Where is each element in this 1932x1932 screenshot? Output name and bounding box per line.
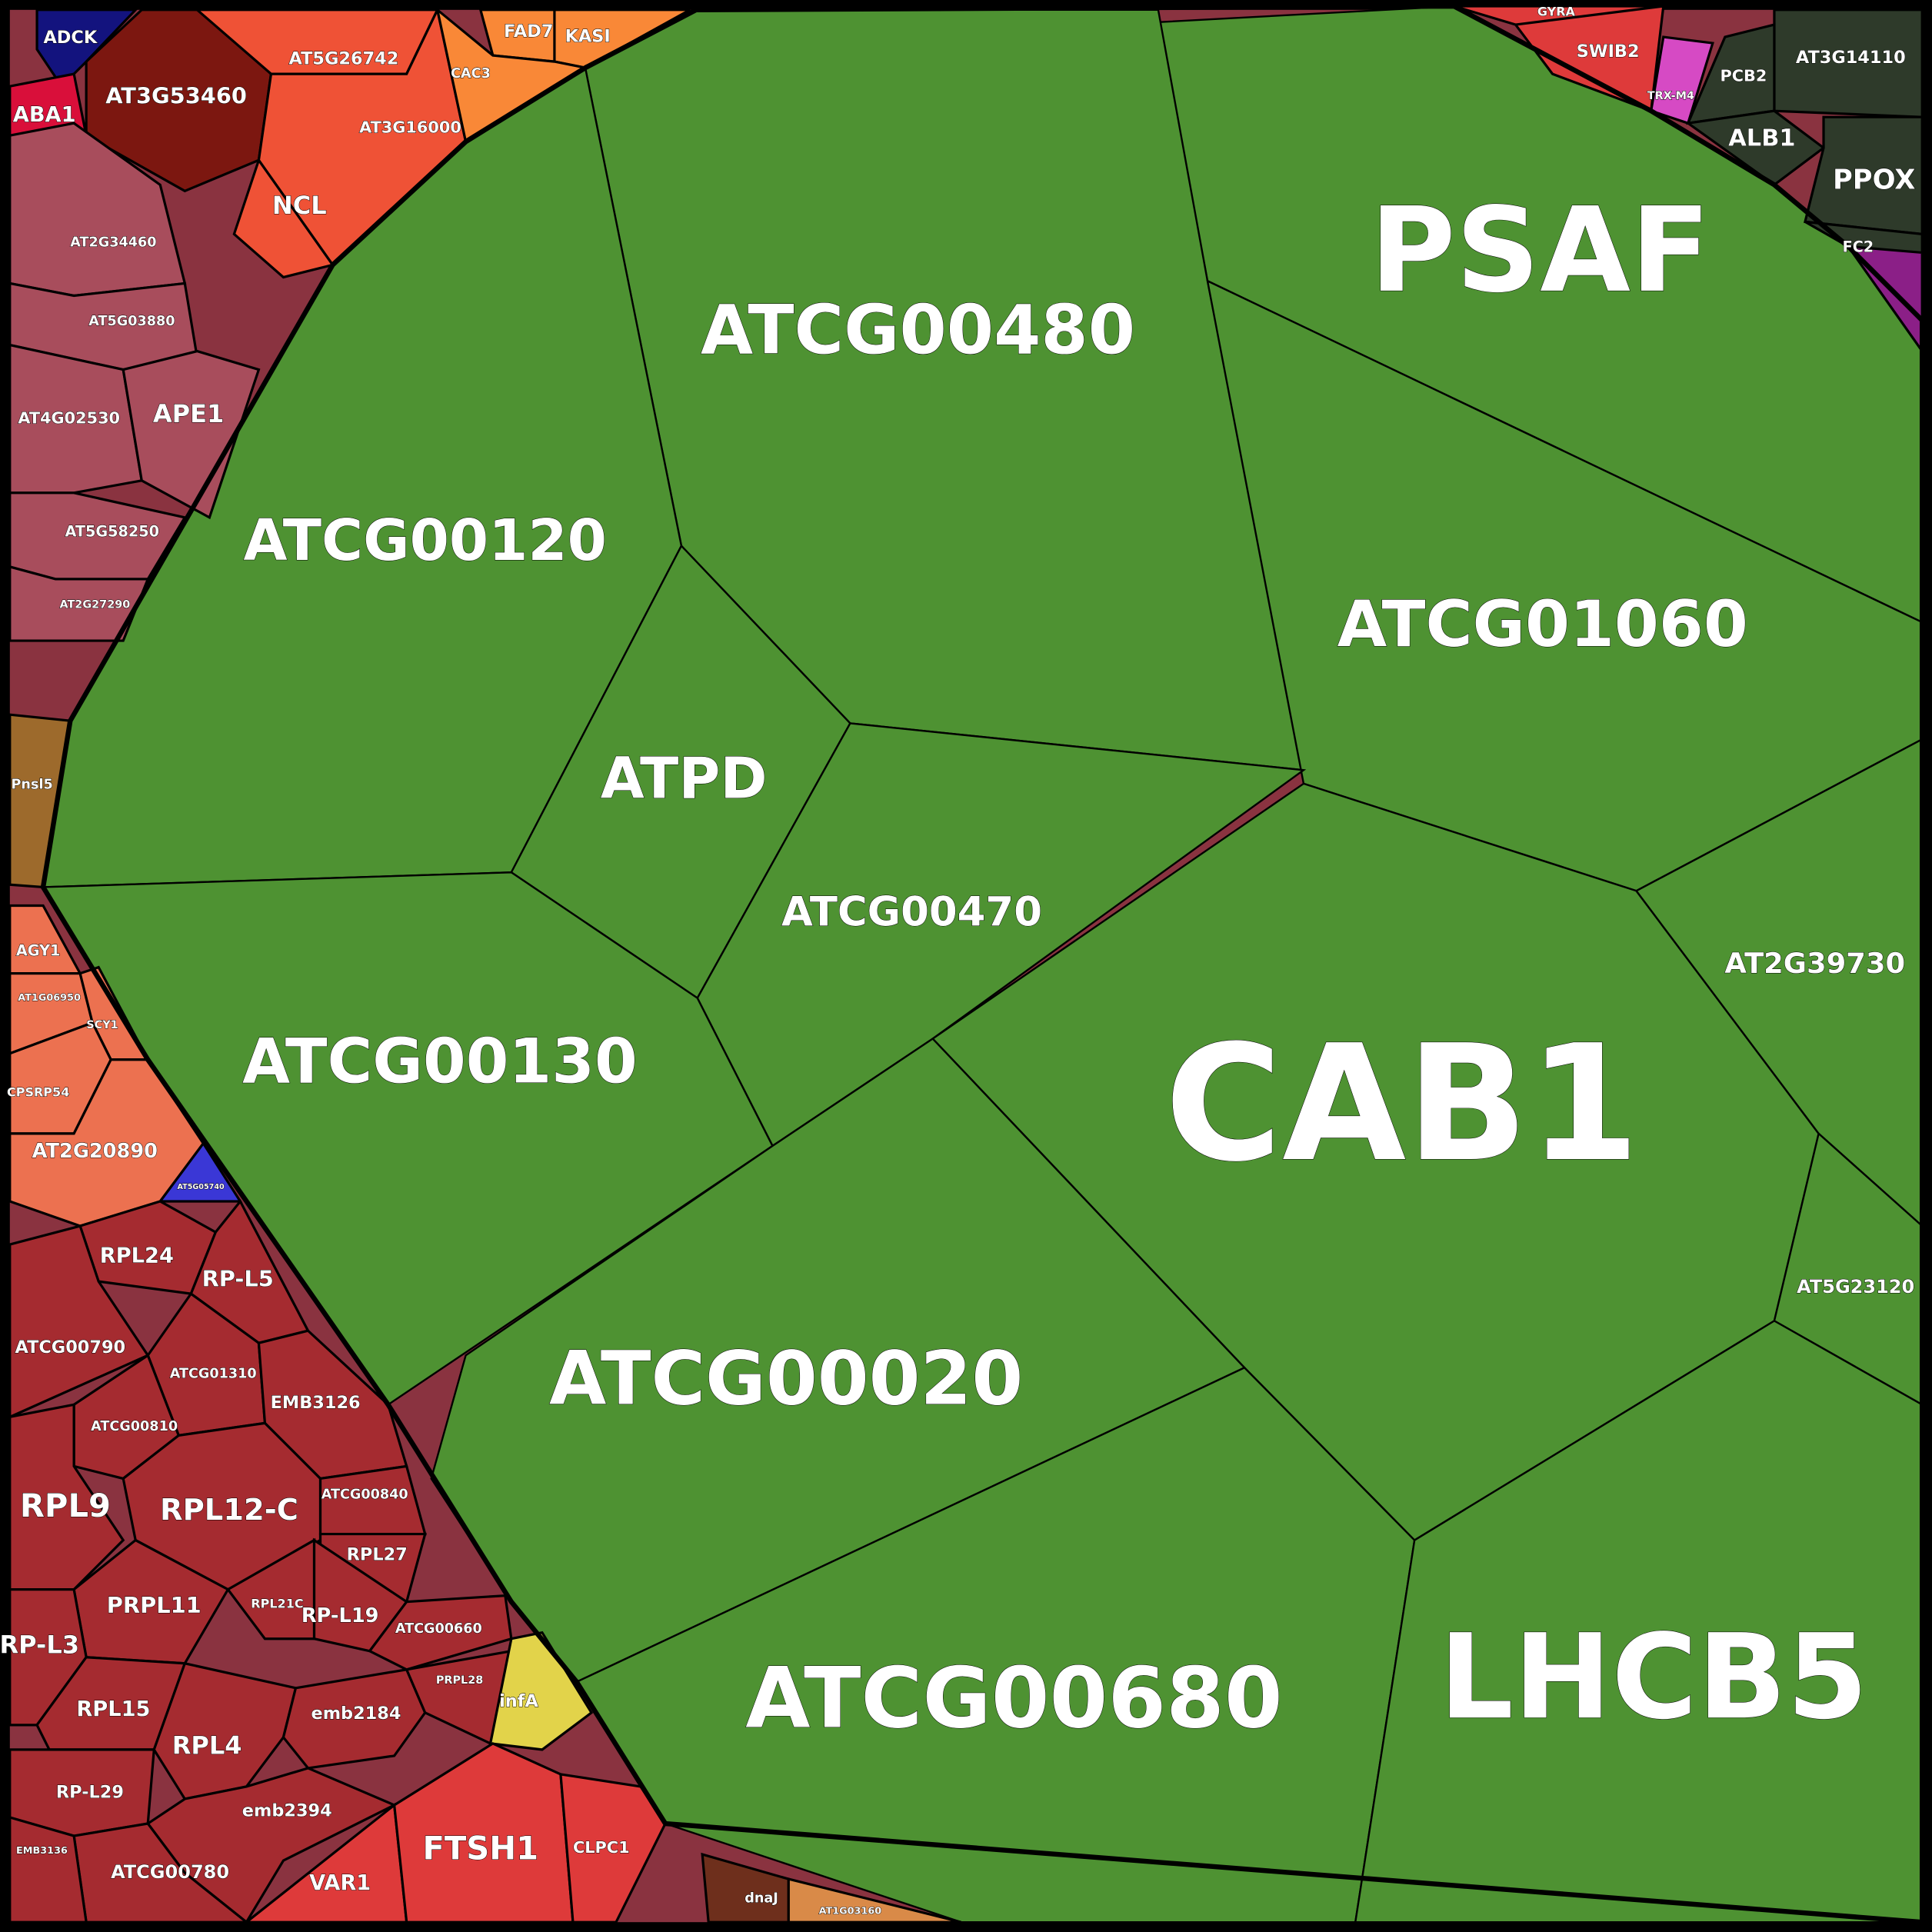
label-ncl: NCL [272, 191, 327, 220]
label-infa: infA [499, 1691, 538, 1711]
label-rpl21c: RPL21C [251, 1596, 303, 1611]
label-rp-l19: RP-L19 [301, 1604, 379, 1627]
cell-ape1[interactable] [122, 349, 261, 520]
label-rpl27: RPL27 [347, 1544, 408, 1564]
label-cpsrp54: CPSRP54 [7, 1085, 69, 1100]
label-rpl15: RPL15 [76, 1697, 150, 1721]
label-rpl12-c: RPL12-C [160, 1493, 298, 1527]
green-region-outline [40, 3, 1925, 1925]
label-prpl11: PRPL11 [107, 1592, 202, 1618]
cell-unlabeled[interactable] [1845, 245, 1924, 355]
label-at1g03160: AT1G03160 [819, 1905, 882, 1917]
label-rp-l29: RP-L29 [56, 1782, 124, 1802]
cell-cac3[interactable] [435, 6, 589, 144]
label-atcg00660: ATCG00660 [395, 1621, 482, 1637]
label-scy1: SCY1 [86, 1019, 118, 1031]
label-cac3: CAC3 [451, 66, 491, 82]
label-pcb2: PCB2 [1720, 66, 1767, 85]
cell-atcg00660[interactable] [368, 1594, 513, 1671]
label-rp-l5: RP-L5 [202, 1266, 274, 1292]
label-atcg00480: ATCG00480 [701, 291, 1135, 370]
label-fad7: FAD7 [504, 22, 553, 42]
label-at2g34460: AT2G34460 [70, 235, 156, 251]
cell-at5g05740[interactable] [158, 1141, 243, 1203]
cell-ncl[interactable] [232, 157, 335, 279]
label-rp-l3: RP-L3 [0, 1630, 79, 1659]
label-pnsl5: Pnsl5 [12, 777, 53, 792]
label-at3g53460: AT3G53460 [105, 83, 247, 109]
label-dnaj: dnaJ [744, 1891, 778, 1907]
label-atcg00020: ATCG00020 [549, 1335, 1023, 1421]
label-prpl28: PRPL28 [436, 1674, 483, 1687]
cell-at1g03160[interactable] [787, 1877, 961, 1924]
label-emb3136: EMB3136 [16, 1845, 68, 1857]
label-at5g26742: AT5G26742 [289, 48, 399, 68]
label-agy1: AGY1 [16, 941, 61, 959]
cell-clpc1[interactable] [559, 1773, 667, 1924]
label-lhcb5: LHCB5 [1439, 1609, 1868, 1745]
label-rpl9: RPL9 [20, 1487, 111, 1524]
label-emb2184: emb2184 [311, 1704, 401, 1724]
label-gyra: GYRA [1537, 5, 1576, 19]
label-atcg01060: ATCG01060 [1337, 587, 1748, 661]
label-rpl24: RPL24 [100, 1244, 174, 1268]
label-psaf: PSAF [1370, 182, 1710, 318]
label-atcg00130: ATCG00130 [242, 1026, 638, 1098]
label-atcg00780: ATCG00780 [111, 1861, 229, 1883]
label-atcg01310: ATCG01310 [170, 1366, 257, 1381]
label-var1: VAR1 [309, 1871, 371, 1895]
label-trx-m4: TRX-M4 [1647, 90, 1694, 102]
cell-at4g02530[interactable] [8, 343, 144, 495]
label-at5g03880: AT5G03880 [88, 314, 175, 329]
label-atcg00470: ATCG00470 [781, 888, 1042, 935]
label-adck: ADCK [43, 28, 98, 48]
label-alb1: ALB1 [1728, 125, 1795, 152]
label-at5g05740: AT5G05740 [177, 1183, 225, 1191]
label-at5g23120: AT5G23120 [1797, 1276, 1914, 1297]
label-swib2: SWIB2 [1577, 42, 1640, 62]
label-kasi: KASI [565, 27, 611, 47]
label-fc2: FC2 [1843, 238, 1874, 256]
label-atcg00840: ATCG00840 [321, 1487, 408, 1502]
label-atcg00120: ATCG00120 [243, 508, 607, 574]
label-atcg00680: ATCG00680 [745, 1649, 1282, 1747]
label-at2g20890: AT2G20890 [32, 1140, 158, 1163]
label-at1g06950: AT1G06950 [18, 992, 81, 1004]
label-ftsh1: FTSH1 [422, 1829, 538, 1867]
label-atcg00810: ATCG00810 [91, 1419, 178, 1434]
label-at5g58250: AT5G58250 [65, 523, 160, 541]
label-atcg00790: ATCG00790 [15, 1337, 125, 1357]
label-at2g39730: AT2G39730 [1724, 947, 1905, 980]
label-ape1: APE1 [153, 399, 224, 428]
label-ppox: PPOX [1833, 165, 1916, 196]
label-at4g02530: AT4G02530 [18, 409, 120, 428]
label-clpc1: CLPC1 [573, 1838, 630, 1857]
label-emb3126: EMB3126 [271, 1393, 361, 1413]
label-at3g16000: AT3G16000 [359, 118, 461, 137]
label-emb2394: emb2394 [242, 1801, 332, 1821]
label-cab1: CAB1 [1164, 1011, 1640, 1198]
cell-ppox[interactable] [1803, 115, 1924, 236]
label-at2g27290: AT2G27290 [59, 599, 130, 611]
label-rpl4: RPL4 [172, 1731, 242, 1760]
label-atpd: ATPD [601, 746, 768, 811]
cell-atcg00790[interactable] [8, 1224, 150, 1419]
label-at3g14110: AT3G14110 [1796, 48, 1906, 68]
cell-emb3136[interactable] [8, 1815, 88, 1924]
label-aba1: ABA1 [13, 103, 76, 127]
